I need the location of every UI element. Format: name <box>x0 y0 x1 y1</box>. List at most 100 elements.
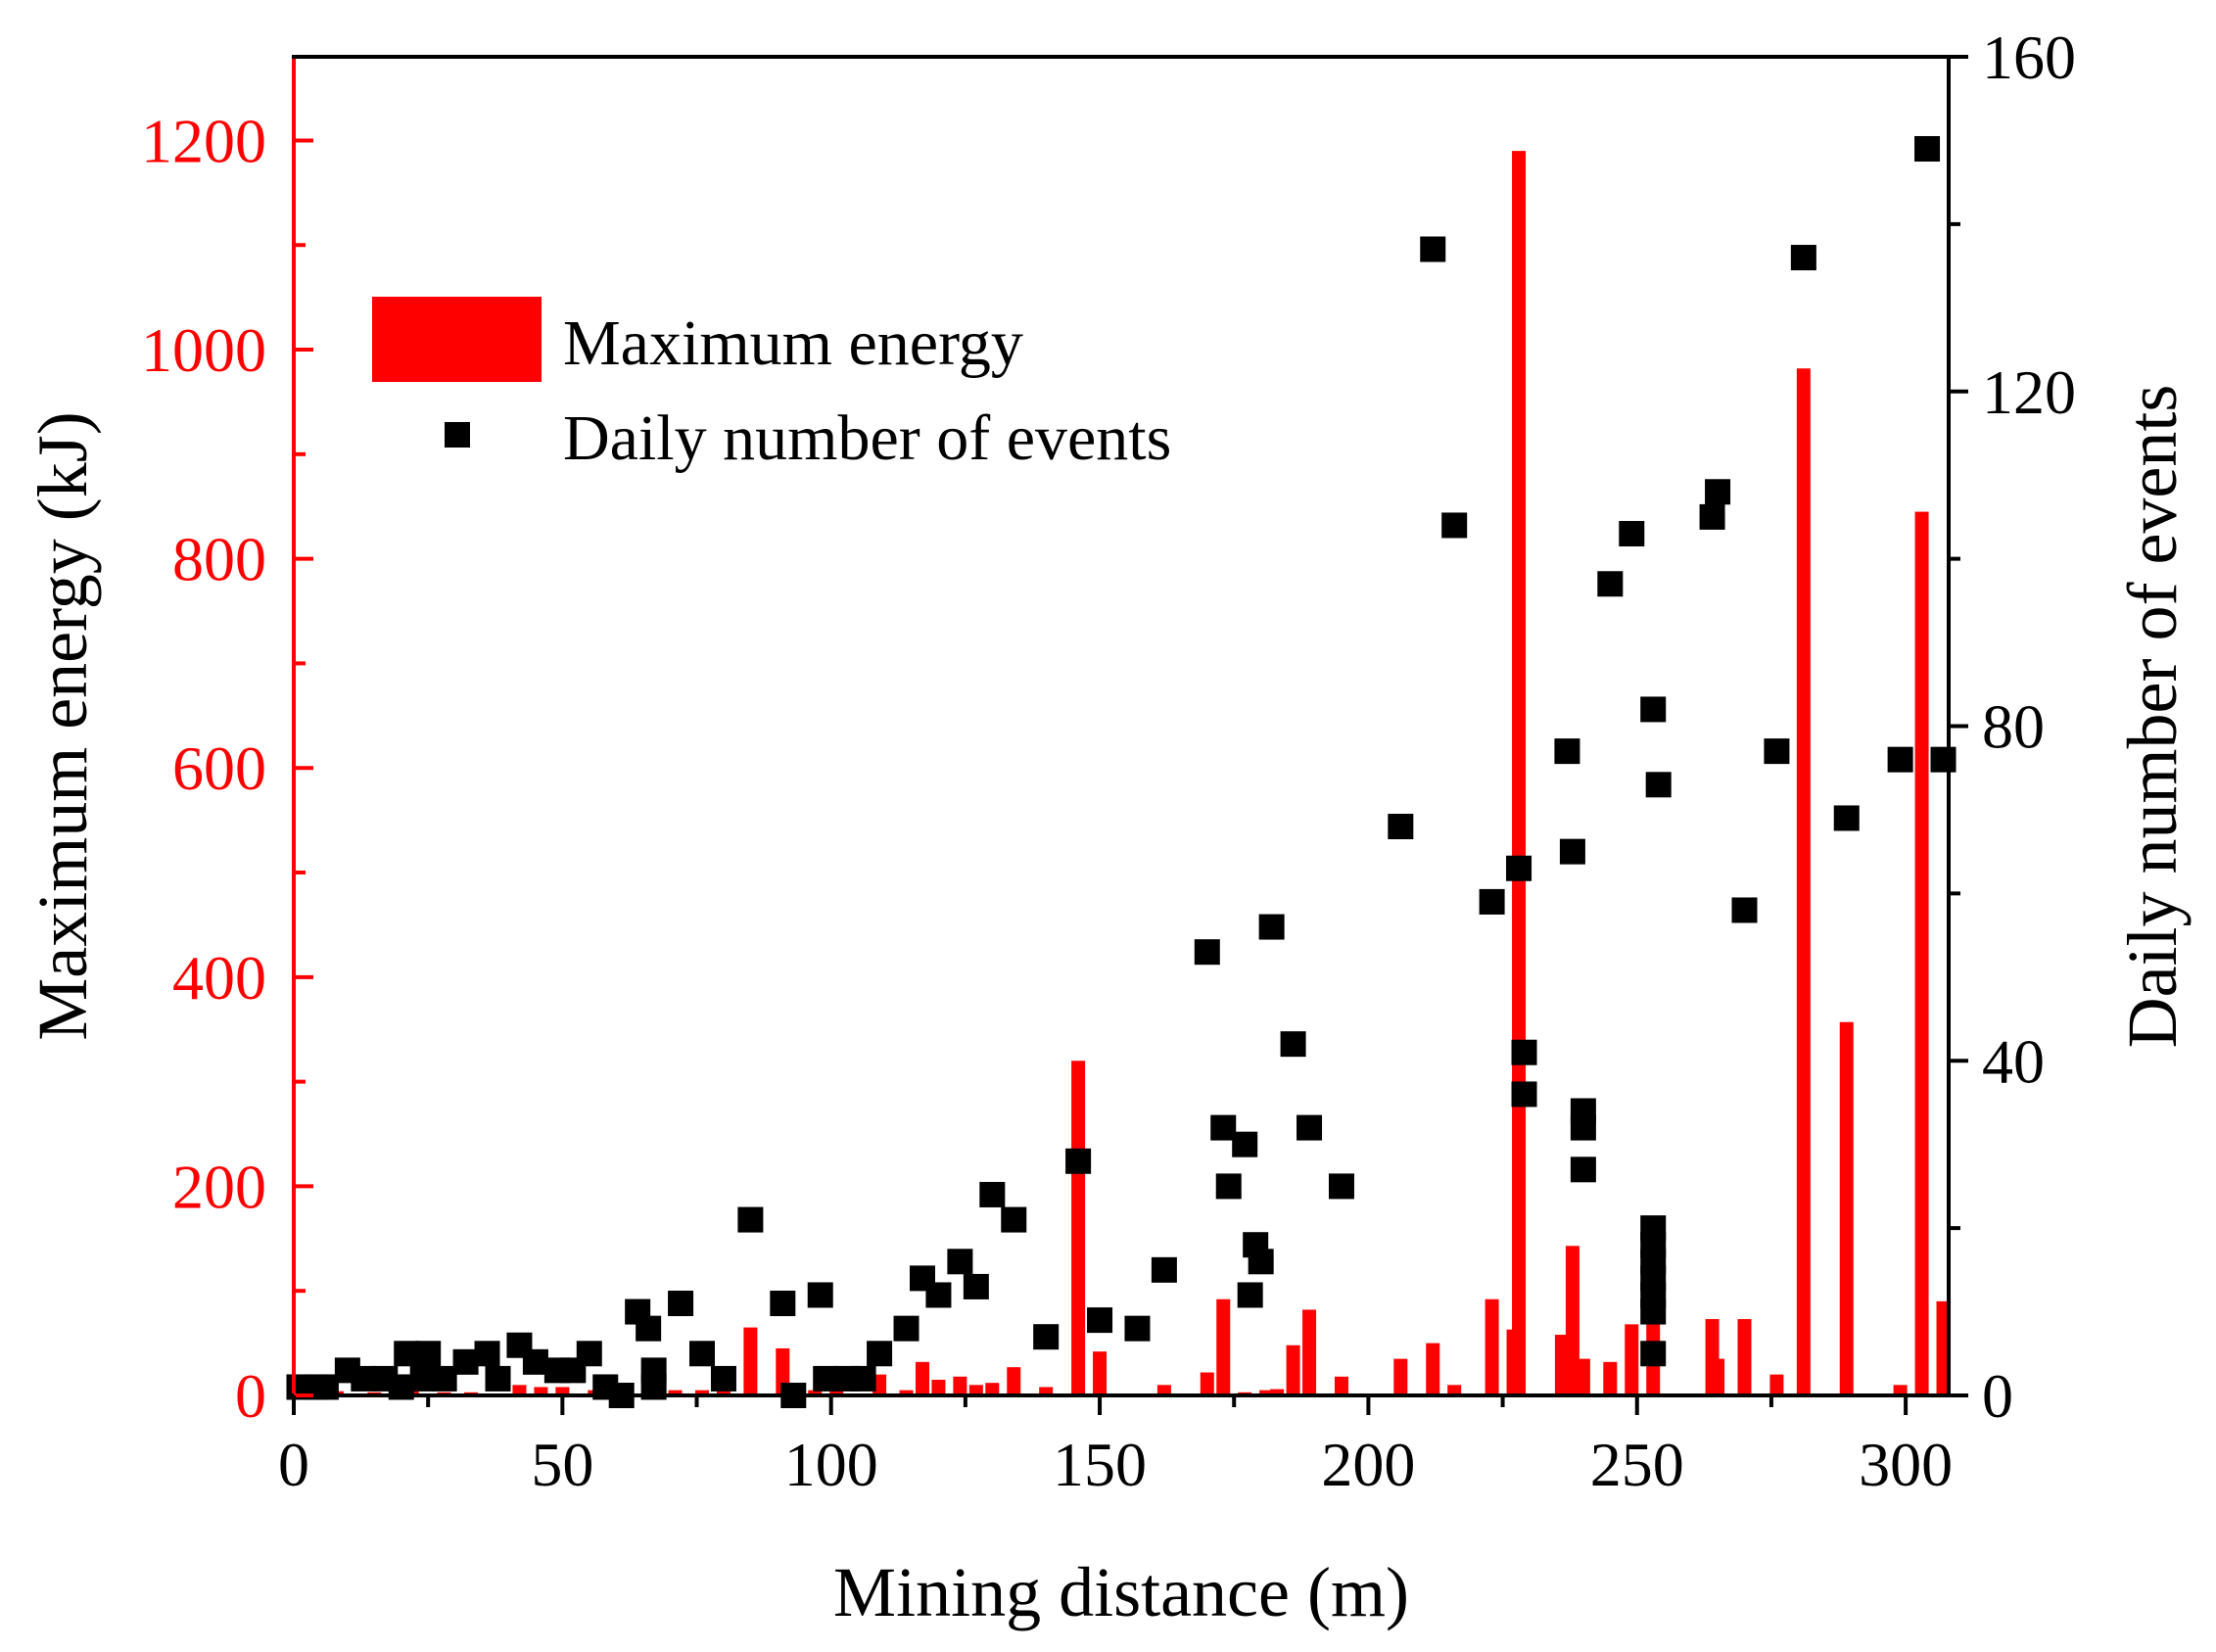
energy-bar-54 <box>1769 1374 1784 1395</box>
energy-bar-30 <box>1156 1385 1171 1395</box>
energy-bar-22 <box>931 1379 946 1395</box>
energy-bar-32 <box>1216 1298 1231 1395</box>
event-point-57 <box>1297 1114 1323 1141</box>
left-axis-title: Maximum energy (kJ) <box>24 411 102 1041</box>
legend-swatch-energy <box>372 297 542 382</box>
energy-bar-27 <box>1039 1387 1054 1395</box>
event-point-55 <box>1258 914 1285 940</box>
left-tick-label-5: 1000 <box>141 315 266 385</box>
energy-bar-12 <box>668 1390 683 1395</box>
energy-bar-8 <box>555 1387 570 1395</box>
event-point-87 <box>1833 805 1860 831</box>
event-point-60 <box>1420 236 1446 262</box>
legend-swatch-events <box>445 422 470 448</box>
left-tick-label-4: 800 <box>172 525 266 594</box>
event-point-34 <box>850 1365 876 1392</box>
energy-bar-49 <box>1625 1324 1639 1395</box>
left-tick-label-2: 400 <box>172 943 266 1013</box>
event-point-49 <box>1210 1114 1237 1141</box>
energy-bar-21 <box>915 1361 929 1395</box>
energy-bar-42 <box>1485 1298 1499 1395</box>
energy-bar-31 <box>1200 1372 1214 1395</box>
event-point-73 <box>1640 696 1667 723</box>
event-point-66 <box>1554 738 1580 765</box>
energy-bar-26 <box>1007 1367 1021 1395</box>
energy-bar-47 <box>1576 1358 1590 1395</box>
right-tick-label-3: 120 <box>1982 357 2076 427</box>
event-point-79 <box>1640 1298 1667 1325</box>
energy-bar-25 <box>985 1383 1000 1395</box>
energy-bar-24 <box>968 1385 983 1395</box>
bottom-tick-label-0: 0 <box>278 1430 309 1499</box>
event-point-36 <box>893 1315 919 1342</box>
event-point-9 <box>415 1341 442 1367</box>
event-point-59 <box>1388 814 1414 840</box>
left-tick-label-3: 600 <box>172 733 266 803</box>
event-point-47 <box>1151 1256 1177 1283</box>
energy-bar-44 <box>1512 151 1527 1395</box>
energy-bar-13 <box>695 1390 710 1395</box>
left-tick-label-6: 1200 <box>141 106 266 175</box>
energy-bar-40 <box>1426 1343 1440 1395</box>
event-point-85 <box>1764 738 1790 765</box>
energy-bar-34 <box>1259 1390 1274 1395</box>
bottom-tick-label-2: 100 <box>784 1430 878 1499</box>
energy-bar-35 <box>1270 1389 1285 1395</box>
event-point-27 <box>710 1365 736 1392</box>
energy-bar-28 <box>1071 1061 1086 1395</box>
event-point-82 <box>1699 503 1725 530</box>
event-point-52 <box>1237 1282 1263 1308</box>
energy-bar-56 <box>1839 1021 1854 1395</box>
right-tick-label-0: 0 <box>1982 1361 2013 1431</box>
bottom-tick-label-6: 300 <box>1859 1430 1953 1499</box>
event-point-48 <box>1194 939 1220 966</box>
event-point-42 <box>1001 1206 1027 1233</box>
energy-bar-36 <box>1286 1345 1300 1395</box>
event-point-70 <box>1570 1156 1596 1183</box>
right-tick-label-4: 160 <box>1982 23 2076 92</box>
event-point-29 <box>770 1291 796 1317</box>
energy-bar-29 <box>1093 1351 1108 1395</box>
event-point-58 <box>1328 1173 1354 1200</box>
event-point-26 <box>689 1341 716 1367</box>
event-point-83 <box>1705 479 1731 505</box>
bottom-tick-label-3: 150 <box>1053 1430 1147 1499</box>
energy-bar-57 <box>1893 1385 1908 1395</box>
energy-bar-53 <box>1737 1319 1752 1395</box>
event-point-46 <box>1124 1315 1151 1342</box>
bottom-tick-label-5: 250 <box>1590 1430 1684 1499</box>
energy-bar-6 <box>512 1385 527 1395</box>
bottom-tick-label-1: 50 <box>531 1430 593 1499</box>
event-point-71 <box>1597 571 1624 597</box>
event-point-88 <box>1887 746 1913 773</box>
event-point-51 <box>1232 1131 1258 1157</box>
event-point-45 <box>1087 1307 1113 1334</box>
energy-bar-23 <box>953 1376 967 1395</box>
energy-bar-52 <box>1711 1358 1725 1395</box>
event-point-63 <box>1506 855 1532 881</box>
right-tick-label-2: 80 <box>1982 692 2045 762</box>
event-point-32 <box>813 1365 839 1392</box>
event-point-50 <box>1215 1173 1242 1200</box>
event-point-81 <box>1645 772 1672 798</box>
event-point-69 <box>1570 1114 1596 1141</box>
event-point-22 <box>636 1315 662 1342</box>
energy-bar-41 <box>1447 1385 1462 1395</box>
event-point-31 <box>807 1282 833 1308</box>
event-point-11 <box>452 1348 479 1375</box>
event-point-8 <box>409 1365 436 1392</box>
event-point-67 <box>1559 838 1585 865</box>
event-point-80 <box>1640 1341 1667 1367</box>
right-axis-title: Daily number of events <box>2113 385 2192 1049</box>
event-point-24 <box>640 1357 667 1384</box>
event-point-35 <box>867 1341 893 1367</box>
legend-label-energy: Maximum energy <box>563 307 1023 379</box>
event-point-40 <box>963 1273 989 1299</box>
x-axis-title: Mining distance (m) <box>833 1553 1409 1631</box>
event-point-54 <box>1248 1249 1274 1275</box>
event-point-90 <box>1930 746 1957 773</box>
event-point-72 <box>1619 520 1645 546</box>
left-tick-label-0: 0 <box>235 1361 266 1431</box>
